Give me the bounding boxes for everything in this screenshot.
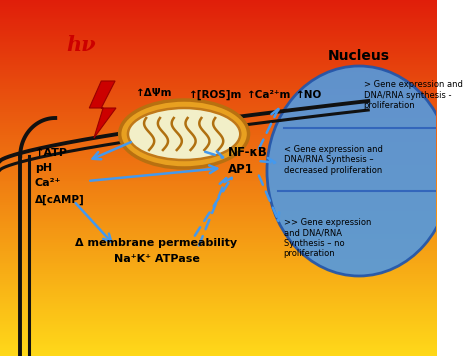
Text: ↑NO: ↑NO — [296, 90, 323, 100]
Ellipse shape — [119, 100, 248, 168]
Text: ↑Ca²⁺m: ↑Ca²⁺m — [246, 90, 291, 100]
Text: hν: hν — [66, 35, 96, 55]
Text: Ca²⁺: Ca²⁺ — [35, 178, 61, 188]
Text: NF-κB: NF-κB — [228, 146, 268, 159]
Text: < Gene expression and
DNA/RNA Synthesis –
decreased proliferation: < Gene expression and DNA/RNA Synthesis … — [283, 145, 383, 175]
Text: Δ[cAMP]: Δ[cAMP] — [35, 195, 85, 205]
Text: AP1: AP1 — [228, 163, 254, 176]
Text: > Gene expression and
DNA/RNA synthesis -
proliferation: > Gene expression and DNA/RNA synthesis … — [364, 80, 463, 110]
Text: Nucleus: Nucleus — [328, 49, 390, 63]
Text: >> Gene expression
and DNA/RNA
Synthesis – no
proliferation: >> Gene expression and DNA/RNA Synthesis… — [283, 218, 371, 258]
Polygon shape — [89, 81, 116, 138]
Ellipse shape — [267, 66, 451, 276]
Ellipse shape — [128, 108, 240, 160]
Text: ↑ATP: ↑ATP — [35, 148, 68, 158]
Text: ↑ΔΨm: ↑ΔΨm — [136, 88, 173, 98]
Text: Δ membrane permeability: Δ membrane permeability — [75, 238, 237, 248]
Text: pH: pH — [35, 163, 52, 173]
Text: ↑[ROS]m: ↑[ROS]m — [189, 90, 242, 100]
Text: Na⁺K⁺ ATPase: Na⁺K⁺ ATPase — [114, 254, 200, 264]
